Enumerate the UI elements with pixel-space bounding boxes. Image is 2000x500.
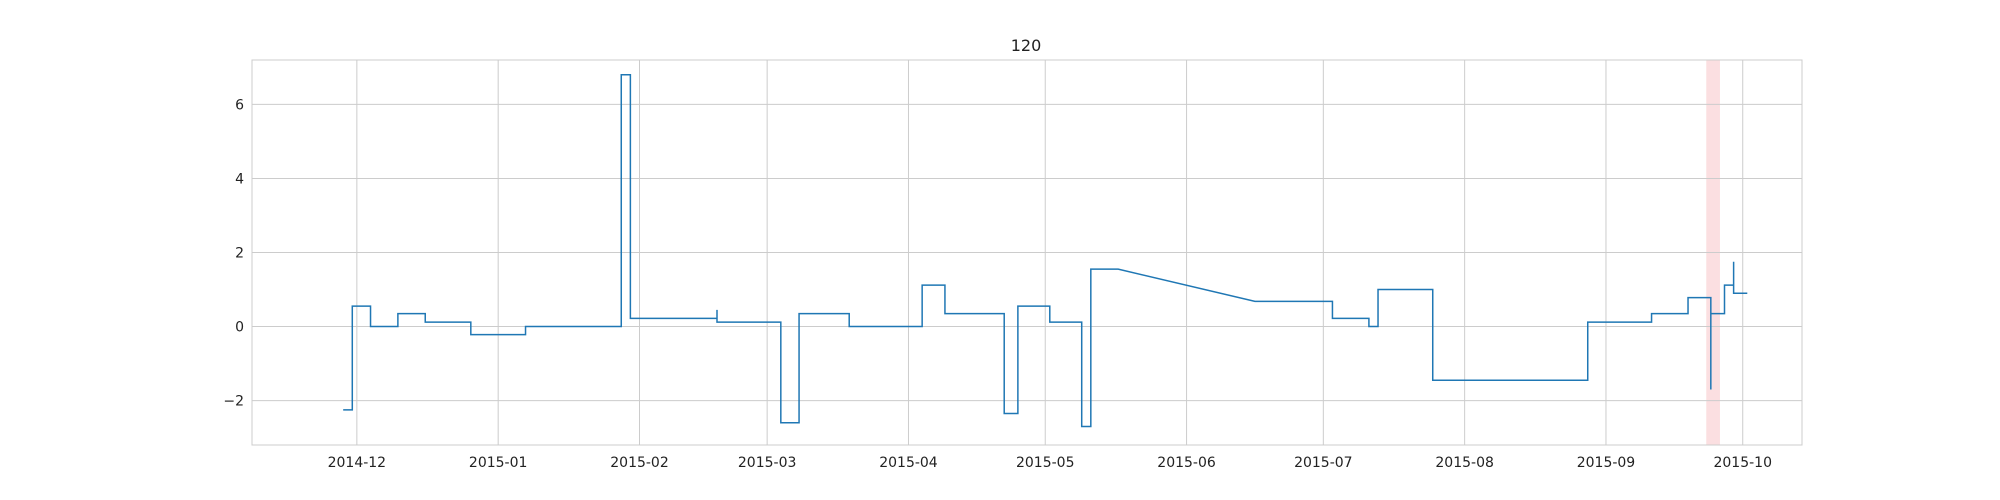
y-tick-label: 0 <box>235 320 244 336</box>
y-tick-label: −2 <box>223 394 244 410</box>
y-tick-label: 2 <box>235 246 244 262</box>
chart-title: 120 <box>1010 36 1042 55</box>
x-tick-label: 2015-02 <box>610 455 669 471</box>
series-line <box>343 74 1748 428</box>
x-tick-label: 2015-03 <box>738 455 797 471</box>
x-tick-label: 2014-12 <box>328 455 387 471</box>
x-tick-label: 2015-01 <box>469 455 528 471</box>
x-tick-label: 2015-05 <box>1016 455 1075 471</box>
plot-frame <box>251 59 1803 446</box>
x-tick-label: 2015-04 <box>879 455 938 471</box>
x-tick-label: 2015-09 <box>1577 455 1636 471</box>
x-tick-label: 2015-10 <box>1713 455 1772 471</box>
x-tick-label: 2015-08 <box>1435 455 1494 471</box>
y-tick-label: 6 <box>235 97 244 113</box>
x-tick-label: 2015-06 <box>1157 455 1216 471</box>
y-tick-label: 4 <box>235 171 244 187</box>
x-tick-label: 2015-07 <box>1294 455 1353 471</box>
